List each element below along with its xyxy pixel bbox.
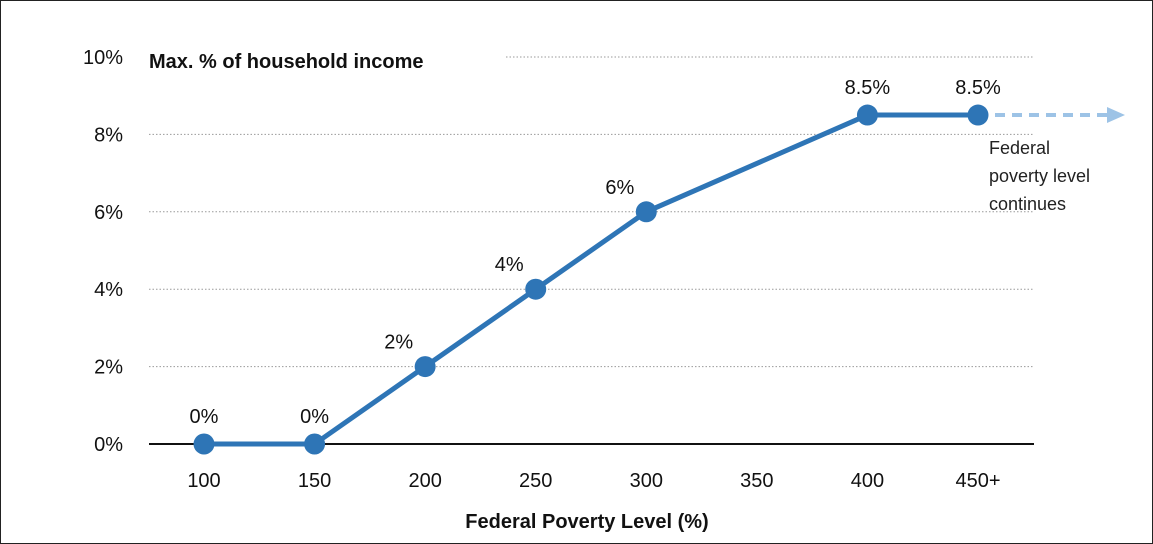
y-tick-label: 6% — [94, 202, 123, 224]
x-tick-label: 250 — [519, 470, 552, 492]
data-point — [856, 104, 878, 126]
data-point — [525, 278, 547, 300]
data-point — [414, 356, 436, 378]
chart-title: Max. % of household income — [149, 51, 423, 73]
y-tick-label: 8% — [94, 124, 123, 146]
data-label: 8.5% — [955, 77, 1001, 99]
continuation-note-line-1: Federal — [989, 138, 1050, 158]
series-line — [204, 112, 978, 447]
x-tick-label: 350 — [740, 470, 773, 492]
data-label: 4% — [495, 254, 524, 276]
data-point — [193, 433, 215, 455]
y-tick-label: 4% — [94, 279, 123, 301]
continuation-arrowhead — [1107, 107, 1125, 124]
data-label: 0% — [190, 406, 219, 428]
y-tick-label: 2% — [94, 357, 123, 379]
data-label: 6% — [605, 177, 634, 199]
data-point — [967, 104, 989, 126]
x-axis-title: Federal Poverty Level (%) — [465, 511, 708, 533]
data-point — [635, 201, 657, 223]
y-tick-label: 0% — [94, 434, 123, 456]
data-point — [304, 433, 326, 455]
continuation-note: Federal poverty level continues — [989, 138, 1095, 214]
data-label: 2% — [384, 332, 413, 354]
x-tick-label: 200 — [408, 470, 441, 492]
data-label: 0% — [300, 406, 329, 428]
continuation-note-line-2: poverty level — [989, 166, 1090, 186]
x-tick-label: 150 — [298, 470, 331, 492]
x-tick-label: 450+ — [955, 470, 1000, 492]
data-label: 8.5% — [845, 77, 891, 99]
y-tick-label: 10% — [83, 47, 123, 69]
x-tick-label: 400 — [851, 470, 884, 492]
x-tick-label: 300 — [630, 470, 663, 492]
continuation-note-line-3: continues — [989, 194, 1066, 214]
x-tick-label: 100 — [187, 470, 220, 492]
